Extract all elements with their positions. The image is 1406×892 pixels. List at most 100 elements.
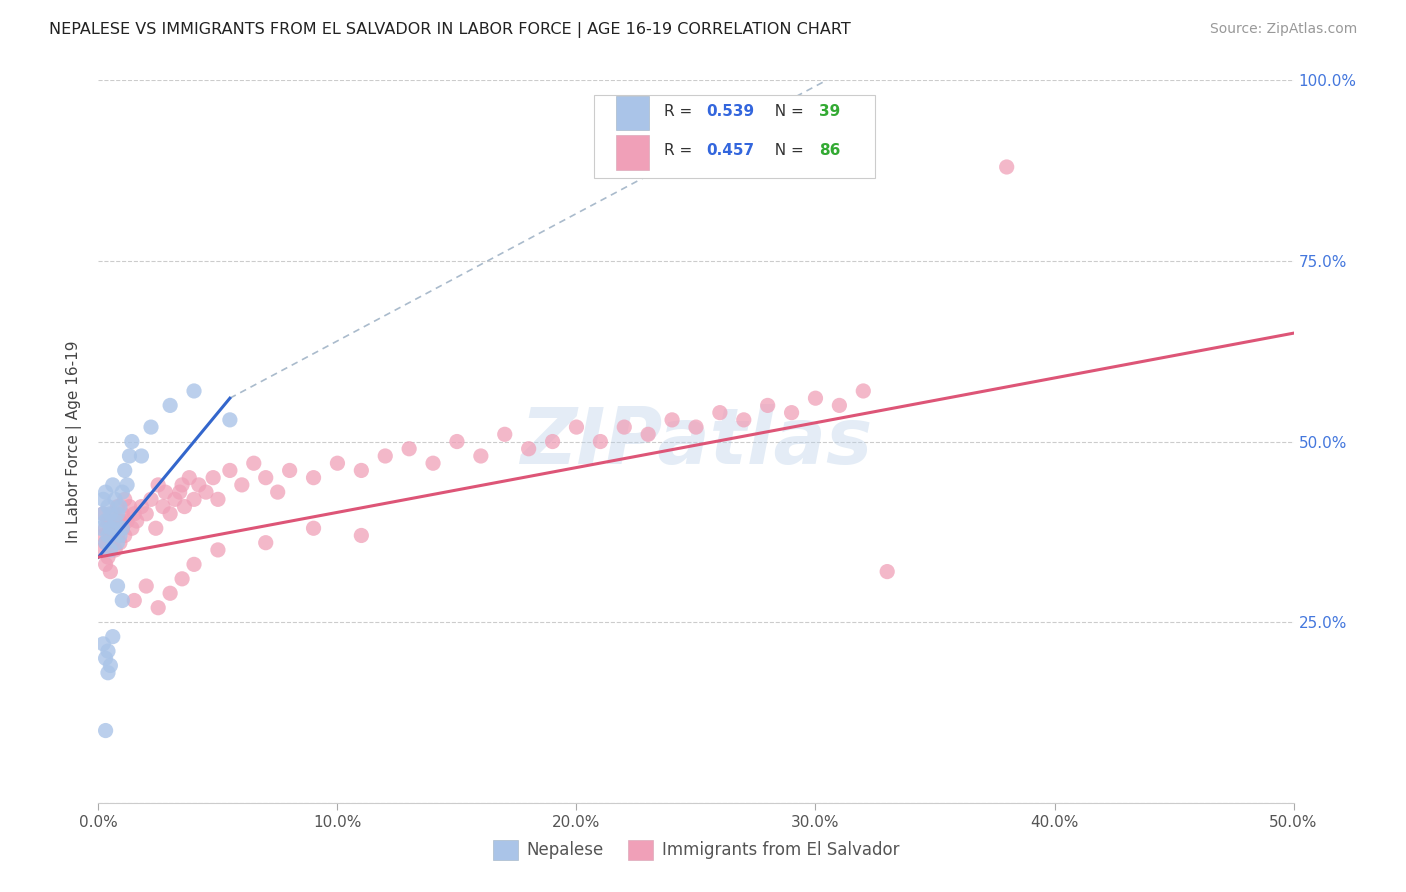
Point [172,478,194,492]
Point [131,500,153,514]
Point [152,500,174,514]
Point [111,521,134,535]
Point [121,434,143,449]
Point [118,500,141,514]
Point [995,160,1018,174]
Point [91,492,114,507]
Point [98,528,122,542]
Point [374,449,396,463]
Point [107,507,129,521]
Point [97,528,120,542]
Point [104,492,127,507]
Point [852,384,875,398]
Point [278,463,301,477]
Point [94,651,117,665]
Point [94,485,117,500]
Point [115,478,138,492]
Point [97,514,120,528]
Point [104,521,127,535]
Point [517,442,540,456]
Point [169,485,191,500]
Point [111,521,134,535]
Point [107,535,129,549]
Point [108,500,131,514]
Text: N =: N = [765,143,808,158]
Point [135,579,157,593]
Point [91,637,114,651]
Point [98,521,122,535]
Point [183,558,205,572]
Point [422,456,444,470]
Point [98,658,122,673]
Point [107,579,129,593]
Point [131,449,153,463]
Point [172,572,194,586]
FancyBboxPatch shape [616,95,650,130]
Point [125,514,148,528]
Text: 86: 86 [820,143,841,158]
Point [173,500,195,514]
Point [494,427,516,442]
Point [267,485,290,500]
Point [637,427,659,442]
Point [733,413,755,427]
Point [111,507,134,521]
Point [187,478,209,492]
Point [446,434,468,449]
Point [91,528,114,542]
Point [613,420,636,434]
Point [115,514,138,528]
Text: Source: ZipAtlas.com: Source: ZipAtlas.com [1209,22,1357,37]
Point [326,456,349,470]
Point [804,391,827,405]
Text: 0.539: 0.539 [707,103,755,119]
Point [541,434,564,449]
Point [780,406,803,420]
Point [139,420,162,434]
Text: NEPALESE VS IMMIGRANTS FROM EL SALVADOR IN LABOR FORCE | AGE 16-19 CORRELATION C: NEPALESE VS IMMIGRANTS FROM EL SALVADOR … [49,22,851,38]
Point [114,528,136,542]
Text: 39: 39 [820,103,841,119]
Point [101,630,124,644]
Point [565,420,588,434]
Point [243,456,266,470]
Y-axis label: In Labor Force | Age 16-19: In Labor Force | Age 16-19 [66,340,83,543]
Point [302,521,325,535]
Point [302,470,325,484]
Point [350,528,373,542]
Point [159,507,181,521]
Point [254,470,277,484]
Point [219,463,242,477]
Point [104,542,127,557]
Point [118,449,141,463]
Point [828,398,851,412]
Point [101,535,124,549]
Point [183,384,205,398]
Text: R =: R = [664,143,697,158]
Point [108,514,131,528]
Point [97,500,120,514]
Point [350,463,373,477]
Text: 0.457: 0.457 [707,143,755,158]
Point [94,514,117,528]
Point [159,586,181,600]
Point [685,420,707,434]
Point [108,535,131,549]
Point [254,535,277,549]
Point [111,593,134,607]
Point [107,528,129,542]
Point [163,492,186,507]
Point [202,470,225,484]
Point [876,565,898,579]
Point [101,521,124,535]
Point [94,558,117,572]
Point [111,485,134,500]
Point [148,478,170,492]
Point [97,644,120,658]
Point [91,507,114,521]
Point [207,542,229,557]
Point [108,528,131,542]
Point [124,593,146,607]
Point [97,550,120,565]
Point [398,442,420,456]
